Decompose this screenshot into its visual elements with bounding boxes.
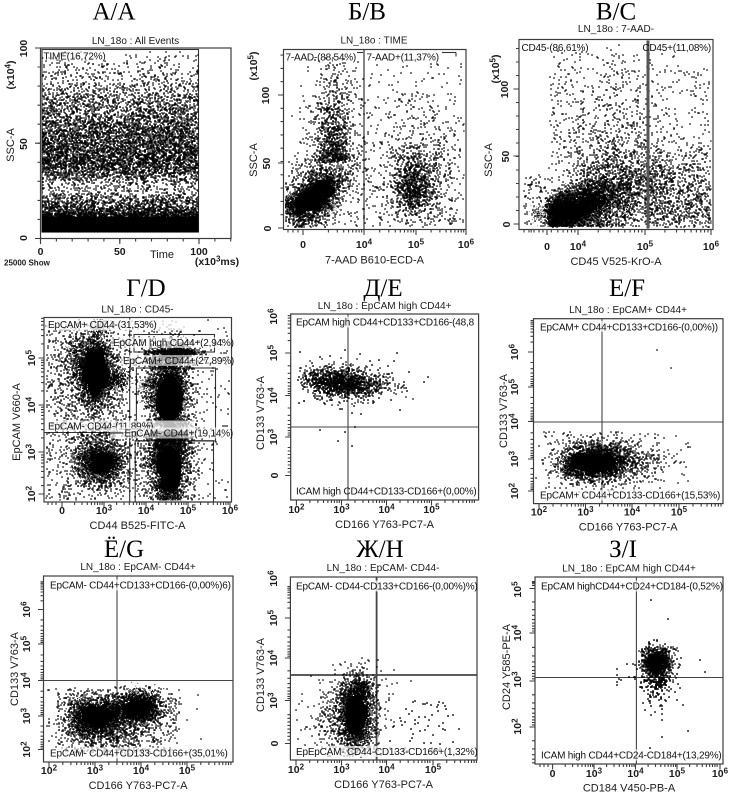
svg-text:CD166 Y763-PC7-A: CD166 Y763-PC7-A	[579, 522, 679, 534]
svg-text:(x103ms): (x103ms)	[195, 255, 239, 269]
svg-text:EpCAM- CD44+CD133-CD166+(35,01: EpCAM- CD44+CD133-CD166+(35,01%)	[50, 749, 228, 760]
svg-text:LN_18o : EpCAM high CD44+: LN_18o : EpCAM high CD44+	[562, 564, 696, 575]
svg-text:CD45+(11,08%): CD45+(11,08%)	[642, 43, 711, 54]
svg-text:EpCAM highCD44+CD24+CD184-(0,5: EpCAM highCD44+CD24+CD184-(0,52%)	[541, 582, 723, 593]
svg-text:EpCAM+ CD44+CD133-CD166+(15,53: EpCAM+ CD44+CD133-CD166+(15,53%)	[540, 491, 720, 502]
svg-text:LN_18o : 7-AAD-: LN_18o : 7-AAD-	[578, 24, 654, 35]
svg-text:EpEpCAM- CD44-CD133-CD166+(1,3: EpEpCAM- CD44-CD133-CD166+(1,32%)	[296, 747, 478, 758]
svg-text:Г/D: Г/D	[126, 275, 165, 302]
svg-text:CD166 Y763-PC7-A: CD166 Y763-PC7-A	[334, 779, 434, 791]
svg-text:CD45-(86,61%): CD45-(86,61%)	[522, 43, 589, 54]
svg-text:LN_18o : CD45-: LN_18o : CD45-	[101, 305, 173, 316]
svg-text:CD166 Y763-PC7-A: CD166 Y763-PC7-A	[89, 780, 189, 792]
svg-text:0: 0	[269, 472, 281, 478]
svg-text:CD44 B525-FITC-A: CD44 B525-FITC-A	[90, 520, 187, 532]
svg-text:0: 0	[18, 235, 30, 241]
svg-text:EpCAM- CD44-(11 89%): EpCAM- CD44-(11 89%)	[48, 422, 153, 433]
svg-text:EpCAM V660-A: EpCAM V660-A	[11, 383, 23, 461]
svg-text:Ё/G: Ё/G	[104, 536, 144, 563]
svg-text:(x105): (x105)	[489, 55, 503, 84]
svg-text:(x104): (x104)	[4, 61, 18, 90]
svg-text:EpCAM+ CD44+CD133+CD166-(0,00%: EpCAM+ CD44+CD133+CD166-(0,00%))	[540, 323, 718, 334]
svg-text:EpCAM high CD44+(2,94%): EpCAM high CD44+(2,94%)	[113, 338, 234, 349]
svg-text:7-AAD-(88,54%): 7-AAD-(88,54%)	[286, 53, 357, 64]
svg-text:LN_18o : EpCAM high CD44+: LN_18o : EpCAM high CD44+	[318, 301, 452, 312]
svg-text:0: 0	[262, 225, 274, 231]
svg-text:CD166 Y763-PC7-A: CD166 Y763-PC7-A	[335, 519, 435, 531]
svg-text:0: 0	[38, 246, 44, 258]
svg-text:EpCAM high CD44+CD133+CD166-(4: EpCAM high CD44+CD133+CD166-(48,8	[296, 318, 475, 329]
svg-text:EpCAM- CD44-CD133+CD166-(0,00%: EpCAM- CD44-CD133+CD166-(0,00%)%)	[296, 582, 478, 593]
svg-text:CD45 V525-KrO-A: CD45 V525-KrO-A	[570, 256, 662, 268]
svg-text:LN_18o : TIME: LN_18o : TIME	[340, 36, 407, 47]
svg-text:100: 100	[260, 87, 272, 105]
svg-text:50: 50	[114, 246, 126, 258]
svg-text:100: 100	[18, 40, 30, 58]
svg-text:0: 0	[544, 241, 550, 253]
svg-text:Ж/H: Ж/H	[356, 536, 403, 563]
svg-text:LN_18o : EpCAM- CD44+: LN_18o : EpCAM- CD44+	[80, 562, 195, 573]
svg-text:7-AAD B610-ECD-A: 7-AAD B610-ECD-A	[325, 255, 425, 267]
svg-text:CD24 Y585-PE-A: CD24 Y585-PE-A	[501, 623, 513, 710]
svg-text:SSC-A: SSC-A	[483, 143, 495, 177]
svg-text:EpCAM- CD44+CD133+CD166-(0,00%: EpCAM- CD44+CD133+CD166-(0,00%)6)	[50, 581, 231, 592]
svg-text:Д/E: Д/E	[363, 275, 402, 302]
svg-text:В/C: В/C	[596, 0, 636, 26]
svg-text:EpCAM- CD44+(19,14%): EpCAM- CD44+(19,14%)	[125, 429, 234, 440]
svg-text:А/A: А/A	[92, 0, 135, 26]
svg-text:50: 50	[18, 138, 30, 150]
svg-text:LN_18o : EpCAM+ CD44+: LN_18o : EpCAM+ CD44+	[569, 305, 687, 316]
svg-text:LN_18o : All Events: LN_18o : All Events	[92, 36, 179, 47]
svg-text:0: 0	[501, 221, 513, 227]
svg-text:ICAM high CD44+CD133-CD166+(0,: ICAM high CD44+CD133-CD166+(0,00%)	[296, 487, 477, 498]
svg-text:0: 0	[269, 740, 281, 746]
svg-text:Е/F: Е/F	[609, 275, 645, 302]
svg-text:100: 100	[190, 246, 208, 258]
svg-text:ICAM high CD44+CD24-CD184+(13,: ICAM high CD44+CD24-CD184+(13,29%)	[541, 751, 722, 762]
svg-text:(x105): (x105)	[247, 52, 261, 81]
svg-text:SSC-A: SSC-A	[5, 128, 17, 162]
svg-text:EpCAM+ CD44-(31,53%): EpCAM+ CD44-(31,53%)	[48, 320, 157, 331]
svg-text:З/I: З/I	[609, 536, 637, 563]
svg-text:CD184 V450-PB-A: CD184 V450-PB-A	[583, 783, 676, 795]
svg-text:TIME(16,72%): TIME(16,72%)	[44, 52, 106, 63]
svg-text:0: 0	[550, 768, 556, 780]
svg-text:CD133 V763-A: CD133 V763-A	[255, 637, 267, 712]
svg-text:Time: Time	[150, 249, 174, 261]
svg-text:CD133 V763-A: CD133 V763-A	[9, 631, 21, 706]
svg-text:50: 50	[261, 158, 273, 170]
svg-text:25000 Show: 25000 Show	[4, 259, 51, 268]
svg-text:100: 100	[499, 81, 511, 99]
svg-text:0: 0	[300, 239, 306, 251]
svg-text:7-AAD+(11,37%): 7-AAD+(11,37%)	[367, 53, 439, 64]
svg-text:Б/B: Б/B	[348, 0, 386, 26]
svg-text:LN_18o : EpCAM- CD44-: LN_18o : EpCAM- CD44-	[327, 563, 440, 574]
svg-text:0: 0	[59, 505, 65, 517]
svg-text:50: 50	[500, 151, 512, 163]
svg-text:CD133 V763-A: CD133 V763-A	[498, 373, 510, 448]
svg-text:EpCAM+ CD44+(27,89%): EpCAM+ CD44+(27,89%)	[123, 356, 234, 367]
svg-text:CD133 V763-A: CD133 V763-A	[255, 375, 267, 450]
svg-text:SSC-A: SSC-A	[248, 143, 260, 177]
